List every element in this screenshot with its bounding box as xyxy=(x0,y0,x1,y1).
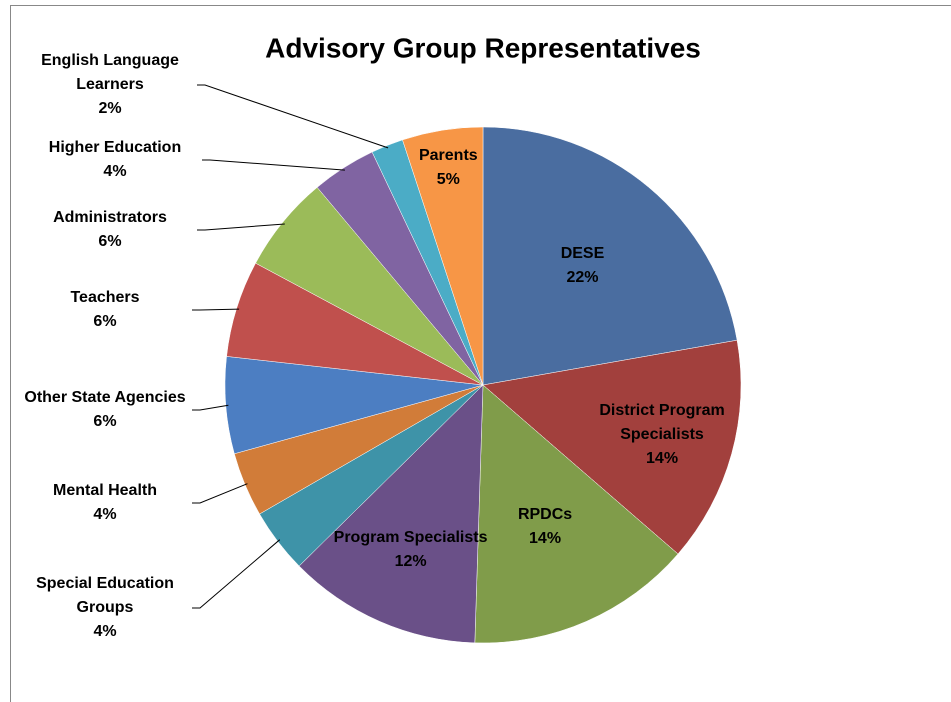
slice-label-text: RPDCs 14% xyxy=(518,503,572,551)
slice-label-text: Teachers 6% xyxy=(70,286,139,334)
leader-line xyxy=(192,539,281,609)
slice-label-box: Teachers 6% xyxy=(15,265,195,355)
slice-label-box: RPDCs 14% xyxy=(460,482,630,572)
slice-label-box: Special Education Groups 4% xyxy=(15,563,195,653)
leader-line xyxy=(202,159,345,171)
pie-slice xyxy=(402,126,484,386)
slice-label: Special Education Groups 4% xyxy=(15,563,195,653)
category-label: English Language Learners xyxy=(41,52,179,93)
leader-line xyxy=(197,223,285,231)
value-label: 6% xyxy=(93,413,117,430)
leader-line xyxy=(197,84,389,149)
category-label: Mental Health xyxy=(52,482,157,499)
slice-label-box: English Language Learners 2% xyxy=(20,40,200,130)
slice-label-text: Other State Agencies 6% xyxy=(24,386,185,434)
slice-label-text: Higher Education 4% xyxy=(49,136,181,184)
slice-label: Parents 5% xyxy=(403,123,493,213)
pie-slice xyxy=(482,126,738,386)
slice-label: Teachers 6% xyxy=(15,265,195,355)
slice-label-box: DESE 22% xyxy=(498,221,668,311)
slice-label-text: DESE 22% xyxy=(561,242,605,290)
value-label: 12% xyxy=(394,553,427,571)
slice-label-box: Other State Agencies 6% xyxy=(15,365,195,455)
slice-label: District Program Specialists 14% xyxy=(577,390,747,480)
slice-label-text: Parents 5% xyxy=(419,144,478,192)
category-label: Teachers xyxy=(70,289,140,306)
value-label: 4% xyxy=(93,506,117,523)
category-label: District Program Specialists xyxy=(599,401,725,443)
slice-label-text: English Language Learners 2% xyxy=(20,49,200,121)
value-label: 4% xyxy=(93,623,117,640)
category-label: Higher Education xyxy=(48,139,182,156)
category-label: Program Specialists xyxy=(333,529,488,547)
value-label: 5% xyxy=(436,171,460,189)
slice-label-text: Special Education Groups 4% xyxy=(15,572,195,644)
value-label: 4% xyxy=(103,163,127,180)
slice-label: RPDCs 14% xyxy=(460,482,630,572)
slice-label: English Language Learners 2% xyxy=(20,40,200,130)
category-label: DESE xyxy=(560,245,605,263)
slice-label: Administrators 6% xyxy=(20,185,200,275)
slice-label-box: Program Specialists 12% xyxy=(326,505,496,595)
category-label: Other State Agencies xyxy=(24,389,186,406)
slice-label-box: Administrators 6% xyxy=(20,185,200,275)
value-label: 14% xyxy=(646,449,679,467)
pie-slice xyxy=(482,339,742,555)
slice-label-box: Parents 5% xyxy=(403,123,493,213)
slice-label: Mental Health 4% xyxy=(15,458,195,548)
category-label: Special Education Groups xyxy=(36,575,174,616)
slice-label-text: Administrators 6% xyxy=(53,206,167,254)
value-label: 14% xyxy=(529,529,562,547)
slice-label: Program Specialists 12% xyxy=(326,505,496,595)
slice-label-box: District Program Specialists 14% xyxy=(577,390,747,480)
slice-label-text: Mental Health 4% xyxy=(53,479,157,527)
leader-line xyxy=(192,308,240,311)
value-label: 6% xyxy=(98,233,122,250)
slice-label-box: Higher Education 4% xyxy=(25,115,205,205)
category-label: Parents xyxy=(418,147,478,165)
pie-slice xyxy=(298,384,484,644)
slice-label: DESE 22% xyxy=(498,221,668,311)
slice-label: Other State Agencies 6% xyxy=(15,365,195,455)
pie-slice xyxy=(474,384,679,644)
chart-frame xyxy=(10,5,951,702)
slice-label-text: District Program Specialists 14% xyxy=(577,399,747,471)
leader-line xyxy=(192,404,229,411)
slice-label-text: Program Specialists 12% xyxy=(334,526,488,574)
slice-label-box: Mental Health 4% xyxy=(15,458,195,548)
leader-line xyxy=(192,483,248,504)
slice-label: Higher Education 4% xyxy=(25,115,205,205)
value-label: 6% xyxy=(93,313,117,330)
value-label: 22% xyxy=(566,269,599,287)
chart-title: Advisory Group Representatives xyxy=(265,32,701,63)
category-label: Administrators xyxy=(53,209,167,226)
category-label: RPDCs xyxy=(517,505,573,523)
value-label: 2% xyxy=(98,100,122,117)
